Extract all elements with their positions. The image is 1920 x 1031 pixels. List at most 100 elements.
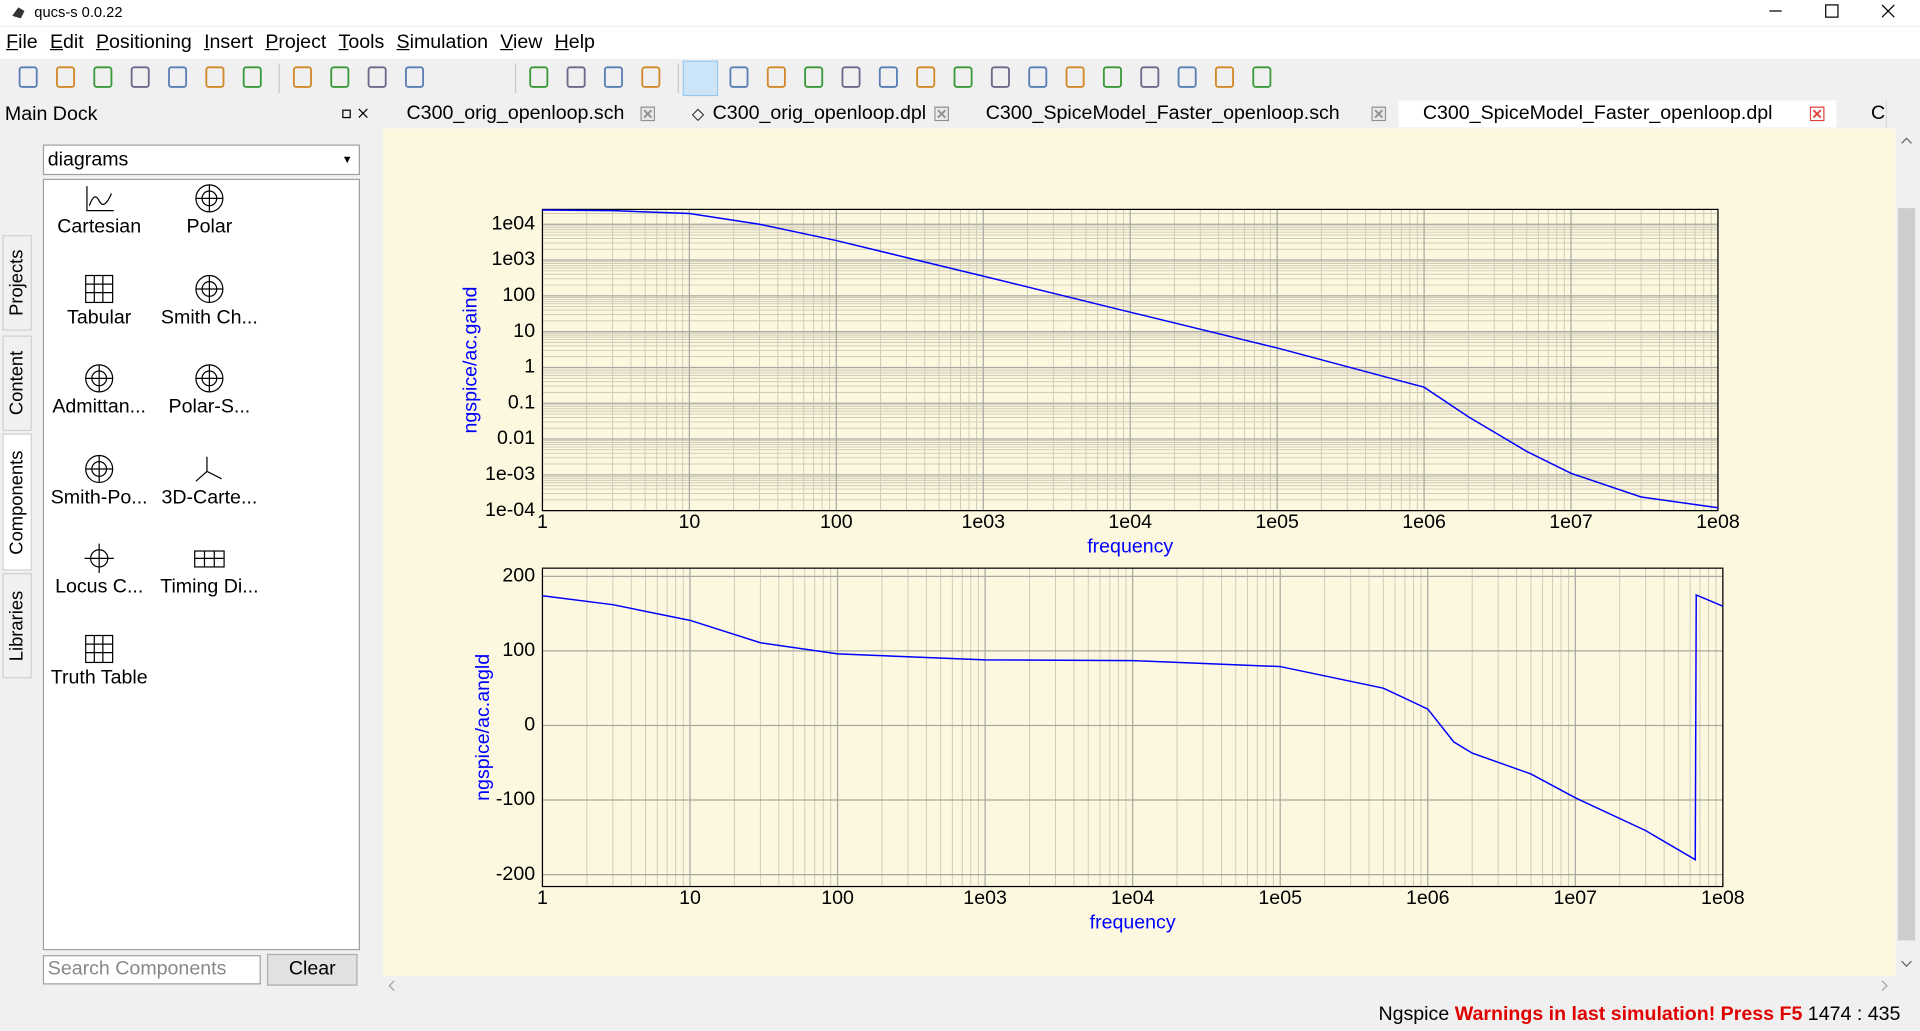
tab-label: C300_orig_openloop.dpl [712,102,927,124]
y-tick-label: 100 [502,284,535,306]
toolbar-button[interactable] [878,66,898,88]
dock-title: Main Dock [4,104,98,125]
toolbar-button[interactable] [766,66,786,88]
component-label[interactable]: 3D-Carte... [161,486,258,508]
toolbar-button[interactable] [18,66,38,88]
toolbar-button[interactable] [1177,66,1197,88]
y-tick-label: 10 [513,320,535,342]
toolbar-button[interactable] [130,66,150,88]
toolbar-button[interactable] [1140,66,1160,88]
toolbar-button[interactable] [168,66,188,88]
tab-scroll [1886,100,1920,127]
status-cursor: 1474 : 435 [1807,1004,1901,1025]
x-tick-label: 1e04 [1108,511,1152,533]
toolbar-button[interactable] [729,66,749,88]
component-label[interactable]: Smith-Po... [50,486,148,508]
toolbar-button[interactable] [841,66,861,88]
window-controls[interactable] [1751,0,1920,26]
menu-item[interactable]: Help [554,31,595,53]
side-tab[interactable]: Projects [2,235,32,331]
side-tab[interactable]: Content [2,335,32,432]
component-label[interactable]: Tabular [67,306,132,328]
toolbar-button[interactable] [330,66,350,88]
toolbar-button[interactable] [603,66,623,88]
toolbar-button[interactable] [405,66,424,88]
component-label[interactable]: Timing Di... [160,576,259,598]
document-tab[interactable]: C300_SpiceModel_Faster_openloop.dpl [1398,100,1838,128]
component-label[interactable]: Locus C... [55,576,144,598]
component-icon [85,274,114,303]
toolbar-button[interactable] [1028,66,1048,88]
document-tab[interactable]: C300_orig_openloop.sch [382,100,669,128]
component-icon [86,186,114,212]
dropdown-value: diagrams [47,149,129,171]
x-tick-label: 100 [820,511,853,533]
x-tick-label: 1 [537,887,548,909]
icon-shape [194,551,225,567]
tab-close[interactable] [934,106,949,122]
side-tab[interactable]: Components [2,433,32,571]
toolbar-button[interactable] [205,66,225,88]
toolbar-button[interactable] [242,66,262,88]
component-label[interactable]: Smith Ch... [160,306,258,328]
x-tick-label: 1e05 [1258,887,1302,909]
document-tab[interactable]: C300_SpiceModel_Faster_openloop.sch [961,100,1400,128]
menu-item[interactable]: Edit [49,31,84,53]
component-label[interactable]: Truth Table [50,666,148,688]
dock-buttons[interactable] [340,107,372,122]
component-label[interactable]: Cartesian [57,216,142,238]
toolbar-button[interactable] [367,66,387,88]
toolbar-button[interactable] [529,66,549,88]
component-label[interactable]: Admittan... [52,396,147,418]
toolbar-button[interactable] [566,66,586,88]
horizontal-scrollbar[interactable] [383,975,1896,996]
icon-shape [85,634,113,662]
y-tick-label: -100 [496,788,535,810]
status-bar: Ngspice Warnings in last simulation! Pre… [0,998,1920,1031]
diagrams: 1 10 100 1e03 1e04 1e05 1e06 1e07 1e081e-041e-03… [460,208,1745,933]
menu-item[interactable]: Insert [204,31,254,53]
tab-close[interactable] [1371,106,1387,122]
toolbar-button[interactable] [1252,66,1272,88]
component-label[interactable]: Polar-S... [168,396,251,418]
diagram-dropdown[interactable]: diagrams ▼ [42,144,361,176]
toolbar-button[interactable] [990,66,1010,88]
tab-close[interactable] [640,106,656,122]
document-area: 1 10 100 1e03 1e04 1e05 1e06 1e07 1e08 1e-04 1e-03… [383,128,1896,976]
menu-item[interactable]: File [6,31,38,53]
component-label[interactable]: Polar [186,216,233,238]
x-axis-label: frequency [1087,536,1173,558]
menu-item[interactable]: Project [265,31,327,53]
toolbar-button[interactable] [1065,66,1085,88]
component-icon [195,184,224,213]
x-tick-label: 1e08 [1701,887,1745,909]
menu-item[interactable]: Simulation [396,31,489,53]
clear-button[interactable]: Clear [266,953,358,986]
close-x [643,109,653,119]
toolbar-button[interactable] [916,66,936,88]
dropdown-arrow: ▼ [341,153,353,166]
close-x [1812,109,1822,119]
menu-item[interactable]: View [500,31,543,53]
menu-item[interactable]: Tools [338,31,385,53]
toolbar-button[interactable] [56,66,76,88]
toolbar-button[interactable] [1215,66,1234,88]
document-tab[interactable]: C300_orig_openloop.dpl ◇ [667,100,963,128]
y-tick-label: 1 [524,356,535,378]
toolbar-button[interactable] [1102,66,1122,88]
toolbar-button[interactable] [292,66,312,88]
side-tab[interactable]: Libraries [2,573,32,679]
menu-bar: File Edit Positioning Insert Project Tools Sim… [0,26,1920,59]
search-input[interactable]: Search Components [42,955,261,985]
toolbar-button[interactable] [804,66,824,88]
tab-label: C [1871,102,1886,124]
menu-item[interactable]: Positioning [95,31,192,53]
toolbar-button[interactable] [641,66,661,88]
toolbar-button[interactable] [953,66,973,88]
document-tab[interactable]: C [1836,100,1887,128]
diagram: 1 10 100 1e03 1e04 1e05 1e06 1e07 1e08 1e-04 1e-03… [460,208,1740,558]
tab-close[interactable] [1809,106,1825,122]
vertical-scrollbar[interactable] [1895,128,1918,998]
toolbar-button[interactable] [93,66,113,88]
